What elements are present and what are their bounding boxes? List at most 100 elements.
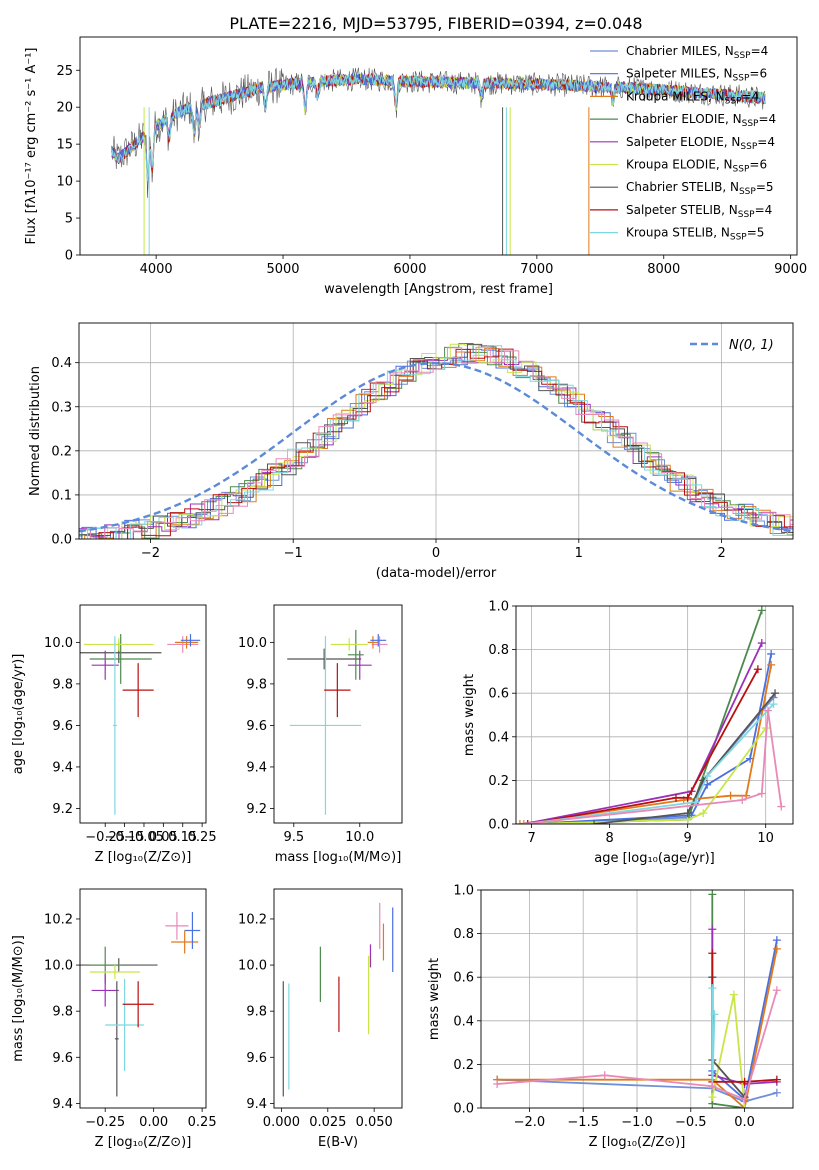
weight-point-marker (493, 1080, 502, 1089)
y-tick-label: 10.2 (44, 912, 73, 927)
x-tick-label: 6000 (393, 262, 426, 277)
weight-point-marker (772, 1088, 781, 1097)
massweight_vs_z-panel: −2.0 −1.5 −1.0 −0.5 0.0 0.0 0.2 0.4 0.6 0.8 1.0 Z [… (427, 884, 794, 1150)
y-tick-label: 9.2 (52, 802, 73, 817)
y-tick-label: 5 (65, 212, 73, 227)
legend-label: N(0, 1) (729, 338, 774, 353)
weight-point-marker (740, 1077, 749, 1086)
errorbars (282, 902, 394, 1097)
x-tick-label: 0.000 (263, 1115, 300, 1130)
axes-frame (515, 605, 794, 825)
y-tick-label: 1.0 (488, 600, 509, 615)
y-tick-label: 9.8 (246, 1005, 267, 1020)
y-tick-label: 0.2 (51, 444, 72, 459)
x-tick-label: 0.00 (139, 1115, 168, 1130)
weight-point-marker (516, 820, 524, 824)
y-tick-label: 0.1 (51, 488, 72, 503)
weight-point-marker (740, 1095, 749, 1104)
y-tick-label: 9.6 (246, 1051, 267, 1066)
weight-point-marker (757, 639, 766, 648)
weight-series-line (711, 977, 746, 1098)
weight-point-marker (772, 986, 781, 995)
y-tick-label: 0.2 (453, 1058, 474, 1073)
x-tick-label: 10.0 (345, 830, 374, 845)
x-tick-label: 0.05 (149, 830, 178, 845)
weight-point-marker (708, 984, 717, 993)
weight-point-marker (772, 944, 781, 953)
weight-point-marker (703, 772, 712, 781)
y-tick-label: 0.3 (51, 400, 72, 415)
weight-point-marker (703, 780, 712, 789)
histograms (79, 343, 793, 539)
x-tick-label: −1.5 (567, 1115, 599, 1130)
x-axis-label: Z [log₁₀(Z/Z⊙)] (589, 1135, 686, 1150)
weight-point-marker (738, 796, 747, 805)
weight-point-marker (710, 1010, 719, 1019)
x-axis-label: age [log₁₀(age/yr)] (594, 851, 715, 866)
spectrum-lines (111, 67, 766, 255)
x-tick-label: 9.5 (283, 830, 304, 845)
x-tick-label: 0.25 (188, 830, 217, 845)
x-tick-label: −1.0 (621, 1115, 653, 1130)
histogram-series-line (79, 348, 793, 539)
histogram-series-line (79, 348, 793, 539)
y-tick-label: 9.8 (52, 677, 73, 692)
legend-label: Salpeter MILES, NSSP=6 (626, 67, 767, 84)
y-tick-label: 9.2 (246, 802, 267, 817)
axes-frame (273, 604, 403, 824)
y-tick-label: 10.2 (238, 912, 267, 927)
legend-label: Chabrier STELIB, NSSP=5 (626, 180, 774, 197)
histogram-series-line (79, 358, 793, 539)
x-tick-label: −0.5 (675, 1115, 707, 1130)
errorbars (287, 629, 388, 815)
y-tick-label: 15 (56, 138, 73, 153)
weight-series-line (527, 668, 759, 824)
x-tick-label: −0.05 (124, 830, 164, 845)
weight-point-marker (771, 689, 780, 698)
age_vs_z-panel: −0.25−0.15−0.050.050.150.25 9.2 9.4 9.6 9.8 1… (11, 604, 217, 865)
y-tick-label: 9.4 (52, 760, 73, 775)
spectrum-panel: 4000 5000 6000 7000 8000 9000 0 5 10 15 20 25 wavele… (24, 36, 807, 297)
x-axis-label: wavelength [Angstrom, rest frame] (324, 282, 553, 297)
weight-point-marker (729, 990, 738, 999)
weight-point-marker (764, 706, 773, 715)
weight-point-marker (726, 791, 735, 800)
x-tick-label: 4000 (140, 262, 173, 277)
y-tick-label: 0.0 (453, 1102, 474, 1117)
y-tick-label: 9.4 (246, 1097, 267, 1112)
y-tick-label: 0.4 (51, 356, 72, 371)
x-axis-label: E(B-V) (318, 1135, 358, 1150)
x-tick-label: 0.15 (168, 830, 197, 845)
weight-point-marker (708, 1082, 717, 1091)
x-tick-label: 1 (575, 546, 583, 561)
x-tick-label: −1 (284, 546, 303, 561)
x-axis-label: (data-model)/error (376, 566, 497, 581)
weight-point-marker (708, 890, 717, 899)
x-tick-label: 8000 (647, 262, 680, 277)
y-tick-label: 9.8 (52, 1005, 73, 1020)
x-tick-label: 5000 (266, 262, 299, 277)
x-tick-label: 0.0 (734, 1115, 755, 1130)
y-tick-label: 9.6 (52, 1051, 73, 1066)
age_vs_mass-panel: 9.5 10.0 9.2 9.4 9.6 9.8 10.0 mass [log₁₀(M/M⊙)… (238, 604, 403, 865)
y-tick-label: 10.0 (44, 636, 73, 651)
y-axis-label: mass [log₁₀(M/M⊙)] (11, 935, 26, 1062)
y-tick-label: 0.4 (488, 730, 509, 745)
weight-point-marker (523, 820, 532, 824)
y-tick-label: 0.6 (488, 687, 509, 702)
y-tick-label: 10 (56, 175, 73, 190)
y-tick-label: 0.8 (453, 927, 474, 942)
legend-label: Chabrier ELODIE, NSSP=4 (626, 112, 776, 129)
y-tick-label: 9.6 (52, 719, 73, 734)
y-tick-label: 0.2 (488, 774, 509, 789)
weight-point-marker (767, 649, 776, 658)
x-tick-label: 10 (757, 831, 774, 846)
weight-lines (493, 890, 781, 1108)
histogram-series-line (79, 348, 793, 539)
y-tick-label: 0.8 (488, 643, 509, 658)
y-tick-label: 25 (56, 64, 73, 79)
y-tick-label: 9.8 (246, 677, 267, 692)
weight-series-line (497, 948, 778, 1108)
histogram-series-line (79, 346, 793, 539)
